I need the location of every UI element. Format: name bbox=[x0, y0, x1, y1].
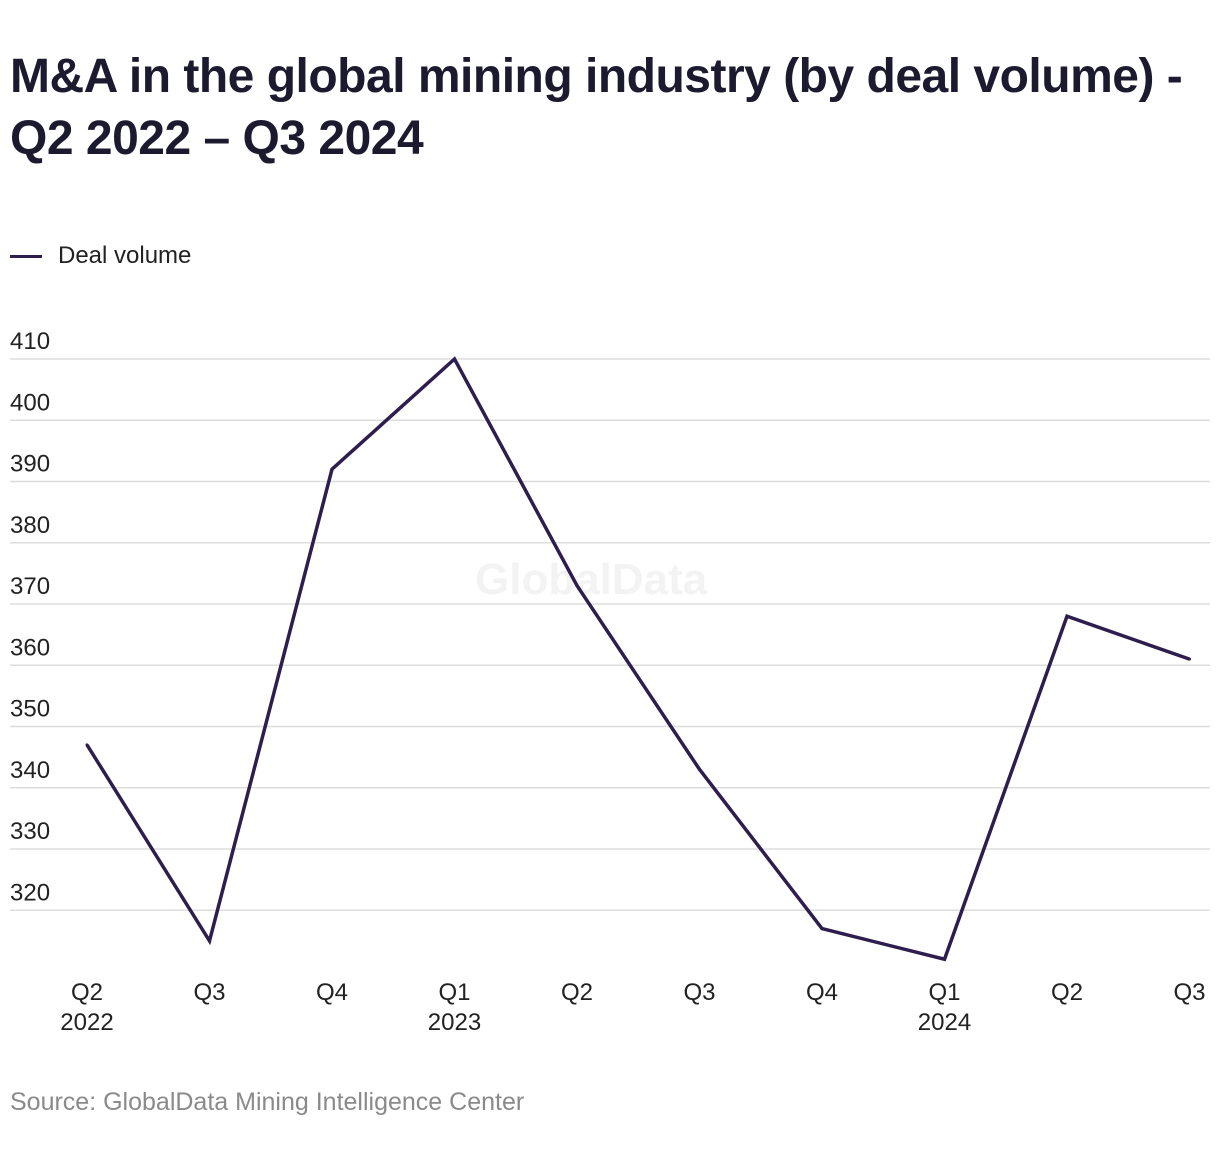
data-point bbox=[820, 927, 824, 931]
legend-label: Deal volume bbox=[58, 242, 192, 269]
data-point bbox=[453, 357, 456, 361]
y-tick-label: 360 bbox=[10, 634, 50, 661]
data-point bbox=[698, 767, 701, 771]
gridlines bbox=[10, 358, 1210, 911]
x-tick-label: Q2 bbox=[71, 979, 103, 1006]
x-tick-label: Q4 bbox=[806, 979, 838, 1006]
data-point bbox=[330, 467, 334, 471]
data-point bbox=[1065, 614, 1069, 618]
y-tick-label: 390 bbox=[10, 451, 50, 478]
x-tick-label: Q3 bbox=[683, 979, 715, 1006]
y-tick-label: 350 bbox=[10, 696, 50, 723]
data-point bbox=[1188, 657, 1191, 661]
legend: Deal volume bbox=[10, 242, 191, 270]
x-tick-label: Q2 bbox=[1051, 979, 1083, 1006]
data-point bbox=[85, 743, 89, 747]
data-point bbox=[575, 584, 579, 588]
x-tick-year-label: 2024 bbox=[918, 1009, 971, 1036]
source-note: Source: GlobalData Mining Intelligence C… bbox=[10, 1088, 525, 1116]
chart-title: M&A in the global mining industry (by de… bbox=[10, 50, 1183, 165]
legend-swatch bbox=[10, 254, 42, 258]
x-tick-label: Q3 bbox=[1173, 979, 1205, 1006]
y-tick-label: 380 bbox=[10, 512, 50, 539]
data-point bbox=[943, 957, 946, 961]
series-layer bbox=[85, 356, 1191, 962]
watermark: GlobalData bbox=[475, 555, 708, 604]
x-tick-label: Q4 bbox=[316, 979, 348, 1006]
y-tick-label: 370 bbox=[10, 573, 50, 600]
x-axis-ticks: Q2 2022 Q3 Q4 Q1 2023 Q2 Q3 Q4 Q1 2024 Q2 Q3 bbox=[60, 979, 1205, 1036]
y-tick-label: 400 bbox=[10, 389, 50, 416]
x-tick-label: Q1 bbox=[438, 979, 470, 1006]
x-tick-year-label: 2022 bbox=[60, 1009, 113, 1036]
data-point bbox=[208, 939, 211, 943]
y-tick-label: 340 bbox=[10, 757, 50, 784]
x-tick-label: Q1 bbox=[928, 979, 960, 1006]
series-line-deal-volume bbox=[85, 356, 1191, 962]
x-tick-label: Q2 bbox=[561, 979, 593, 1006]
y-tick-label: 410 bbox=[10, 328, 50, 355]
y-tick-label: 320 bbox=[10, 879, 50, 906]
y-axis-ticks: 320 330 340 350 360 370 380 390 400 410 bbox=[10, 328, 50, 906]
x-tick-year-label: 2023 bbox=[428, 1009, 481, 1036]
y-tick-label: 330 bbox=[10, 818, 50, 845]
x-tick-label: Q3 bbox=[193, 979, 225, 1006]
